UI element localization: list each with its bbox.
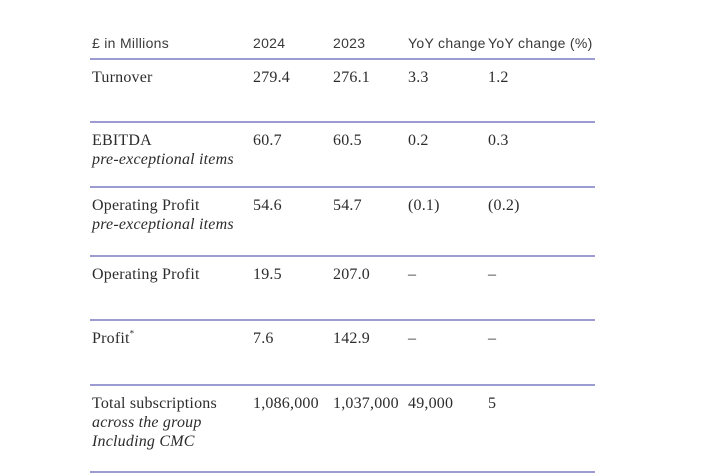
value-cell: – xyxy=(408,256,488,321)
value-cell: 19.5 xyxy=(253,256,333,321)
row-label: Operating Profit xyxy=(92,197,200,214)
value-cell: (0.1) xyxy=(408,187,488,257)
row-sub-label: pre-exceptional items xyxy=(92,216,234,233)
row-sub-label: pre-exceptional items xyxy=(92,151,234,168)
value-cell: (0.2) xyxy=(488,187,595,257)
table-row: Operating Profit pre-exceptional items 54.… xyxy=(90,187,595,257)
table-header: £ in Millions 2024 2023 YoY change YoY chang… xyxy=(90,25,595,60)
column-header-1: 2024 xyxy=(253,25,333,60)
value-cell: 60.5 xyxy=(333,122,408,188)
row-label-cell: EBITDA pre-exceptional items xyxy=(90,122,253,188)
value-cell: 3.3 xyxy=(408,59,488,123)
value-cell: 142.9 xyxy=(333,320,408,386)
value-cell: 1.2 xyxy=(488,59,595,123)
row-sub-label: across the group xyxy=(92,414,202,431)
value-cell: 1,037,000 xyxy=(333,385,408,473)
financial-results-table: £ in Millions 2024 2023 YoY change YoY chang… xyxy=(90,25,595,473)
value-cell: 5 xyxy=(488,385,595,473)
row-label: Total subscriptions xyxy=(92,395,217,412)
table-row: Total subscriptions across the group Inclu… xyxy=(90,385,595,473)
column-header-2: 2023 xyxy=(333,25,408,60)
row-label-cell: Operating Profit xyxy=(90,256,253,321)
value-cell: 54.6 xyxy=(253,187,333,257)
value-cell: 1,086,000 xyxy=(253,385,333,473)
value-cell: 279.4 xyxy=(253,59,333,123)
row-sub-label: Including CMC xyxy=(92,433,195,450)
table-row: Turnover 279.4 276.1 3.3 1.2 xyxy=(90,59,595,123)
row-label: Operating Profit xyxy=(92,266,200,283)
value-cell: 207.0 xyxy=(333,256,408,321)
row-label-cell: Operating Profit pre-exceptional items xyxy=(90,187,253,257)
row-label-superscript: * xyxy=(129,328,135,339)
column-header-label: £ in Millions xyxy=(90,25,253,60)
value-cell: 60.7 xyxy=(253,122,333,188)
value-cell: 0.2 xyxy=(408,122,488,188)
value-cell: 54.7 xyxy=(333,187,408,257)
row-label: EBITDA xyxy=(92,132,152,149)
table-row: Profit* 7.6 142.9– – xyxy=(90,320,595,386)
table-row: Operating Profit 19.5 207.0– – xyxy=(90,256,595,321)
row-label-cell: Total subscriptions across the group Inclu… xyxy=(90,385,253,473)
value-cell: – xyxy=(488,320,595,386)
value-cell: 49,000 xyxy=(408,385,488,473)
column-header-4: YoY change (%) xyxy=(488,25,595,60)
row-label: Profit xyxy=(92,330,130,347)
value-cell: – xyxy=(408,320,488,386)
table-row: EBITDA pre-exceptional items 60.7 60.5 0.2 0.… xyxy=(90,122,595,188)
value-cell: 276.1 xyxy=(333,59,408,123)
table-body: Turnover 279.4 276.1 3.3 1.2 EBITDA pre-except… xyxy=(90,59,595,473)
value-cell: 0.3 xyxy=(488,122,595,188)
row-label-cell: Profit* xyxy=(90,320,253,386)
row-label: Turnover xyxy=(92,69,153,86)
table-header-row: £ in Millions 2024 2023 YoY change YoY chang… xyxy=(90,25,595,60)
value-cell: 7.6 xyxy=(253,320,333,386)
column-header-3: YoY change xyxy=(408,25,488,60)
row-label-cell: Turnover xyxy=(90,59,253,123)
value-cell: – xyxy=(488,256,595,321)
results-table: £ in Millions 2024 2023 YoY change YoY chang… xyxy=(90,25,595,473)
